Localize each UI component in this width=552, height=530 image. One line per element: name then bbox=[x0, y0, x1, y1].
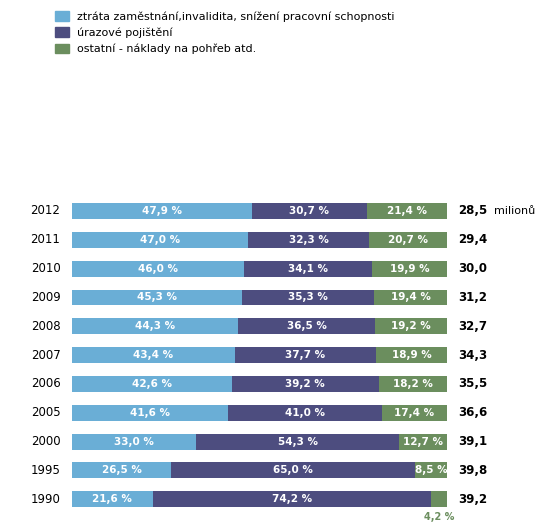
Text: 44,3 %: 44,3 % bbox=[135, 321, 175, 331]
Bar bbox=[153, 491, 431, 507]
Text: 26,5 %: 26,5 % bbox=[102, 465, 141, 475]
Text: 19,4 %: 19,4 % bbox=[391, 293, 431, 303]
Text: 43,4 %: 43,4 % bbox=[133, 350, 173, 360]
Text: 19,9 %: 19,9 % bbox=[390, 263, 429, 273]
Bar bbox=[72, 232, 248, 248]
Text: 29,4: 29,4 bbox=[458, 233, 487, 246]
Bar bbox=[72, 376, 232, 392]
Bar bbox=[171, 463, 415, 478]
Text: 2010: 2010 bbox=[31, 262, 61, 275]
Bar bbox=[72, 405, 228, 421]
Bar bbox=[245, 261, 373, 277]
Text: 32,7: 32,7 bbox=[458, 320, 487, 333]
Text: 4,2 %: 4,2 % bbox=[424, 512, 454, 522]
Bar bbox=[195, 434, 400, 449]
Bar bbox=[248, 232, 369, 248]
Bar bbox=[232, 376, 379, 392]
Text: 21,4 %: 21,4 % bbox=[387, 206, 427, 216]
Text: 2008: 2008 bbox=[31, 320, 61, 333]
Bar bbox=[72, 491, 153, 507]
Text: 31,2: 31,2 bbox=[458, 291, 487, 304]
Bar bbox=[400, 434, 447, 449]
Text: 47,0 %: 47,0 % bbox=[140, 235, 180, 245]
Text: 47,9 %: 47,9 % bbox=[142, 206, 182, 216]
Legend: ztráta zaměstnání,invalidita, snížení pracovní schopnosti, úrazové pojištění, os: ztráta zaměstnání,invalidita, snížení pr… bbox=[55, 11, 395, 54]
Bar bbox=[72, 203, 252, 219]
Text: 28,5: 28,5 bbox=[458, 205, 487, 217]
Text: 18,9 %: 18,9 % bbox=[392, 350, 432, 360]
Bar bbox=[72, 261, 245, 277]
Text: 39,2: 39,2 bbox=[458, 493, 487, 506]
Text: 17,4 %: 17,4 % bbox=[394, 408, 434, 418]
Bar bbox=[228, 405, 382, 421]
Text: 32,3 %: 32,3 % bbox=[289, 235, 329, 245]
Bar bbox=[379, 376, 447, 392]
Text: 54,3 %: 54,3 % bbox=[278, 437, 317, 447]
Bar bbox=[238, 319, 375, 334]
Text: 19,2 %: 19,2 % bbox=[391, 321, 431, 331]
Text: 12,7 %: 12,7 % bbox=[404, 437, 443, 447]
Text: 37,7 %: 37,7 % bbox=[285, 350, 326, 360]
Bar bbox=[72, 463, 171, 478]
Text: 2000: 2000 bbox=[31, 435, 61, 448]
Bar bbox=[235, 347, 376, 363]
Text: 30,7 %: 30,7 % bbox=[289, 206, 329, 216]
Text: 1990: 1990 bbox=[30, 493, 61, 506]
Bar bbox=[431, 491, 447, 507]
Text: 36,6: 36,6 bbox=[458, 407, 487, 419]
Bar bbox=[375, 319, 447, 334]
Text: 2005: 2005 bbox=[31, 407, 61, 419]
Bar bbox=[252, 203, 367, 219]
Text: 2009: 2009 bbox=[31, 291, 61, 304]
Text: 65,0 %: 65,0 % bbox=[273, 465, 313, 475]
Bar bbox=[242, 289, 374, 305]
Bar bbox=[72, 347, 235, 363]
Text: 33,0 %: 33,0 % bbox=[114, 437, 153, 447]
Bar bbox=[415, 463, 447, 478]
Bar bbox=[374, 289, 447, 305]
Text: 35,5: 35,5 bbox=[458, 377, 487, 391]
Bar bbox=[382, 405, 447, 421]
Text: 74,2 %: 74,2 % bbox=[272, 494, 312, 504]
Text: 36,5 %: 36,5 % bbox=[286, 321, 326, 331]
Text: 39,2 %: 39,2 % bbox=[285, 379, 325, 389]
Text: 2012: 2012 bbox=[30, 205, 61, 217]
Text: 2011: 2011 bbox=[30, 233, 61, 246]
Text: 20,7 %: 20,7 % bbox=[388, 235, 428, 245]
Text: 2007: 2007 bbox=[31, 349, 61, 361]
Text: 30,0: 30,0 bbox=[458, 262, 487, 275]
Bar bbox=[72, 434, 195, 449]
Text: 34,3: 34,3 bbox=[458, 349, 487, 361]
Text: 46,0 %: 46,0 % bbox=[138, 263, 178, 273]
Text: 45,3 %: 45,3 % bbox=[137, 293, 177, 303]
Text: 34,1 %: 34,1 % bbox=[289, 263, 328, 273]
Bar bbox=[376, 347, 447, 363]
Text: 42,6 %: 42,6 % bbox=[132, 379, 172, 389]
Text: 2006: 2006 bbox=[31, 377, 61, 391]
Text: milionů: milionů bbox=[494, 206, 535, 216]
Text: 21,6 %: 21,6 % bbox=[92, 494, 132, 504]
Text: 35,3 %: 35,3 % bbox=[288, 293, 328, 303]
Bar bbox=[373, 261, 447, 277]
Text: 8,5 %: 8,5 % bbox=[415, 465, 448, 475]
Text: 18,2 %: 18,2 % bbox=[393, 379, 433, 389]
Text: 41,6 %: 41,6 % bbox=[130, 408, 170, 418]
Bar bbox=[72, 289, 242, 305]
Text: 1995: 1995 bbox=[30, 464, 61, 477]
Bar bbox=[72, 319, 238, 334]
Text: 39,8: 39,8 bbox=[458, 464, 487, 477]
Text: 41,0 %: 41,0 % bbox=[285, 408, 325, 418]
Bar bbox=[369, 232, 447, 248]
Text: 39,1: 39,1 bbox=[458, 435, 487, 448]
Bar bbox=[367, 203, 447, 219]
